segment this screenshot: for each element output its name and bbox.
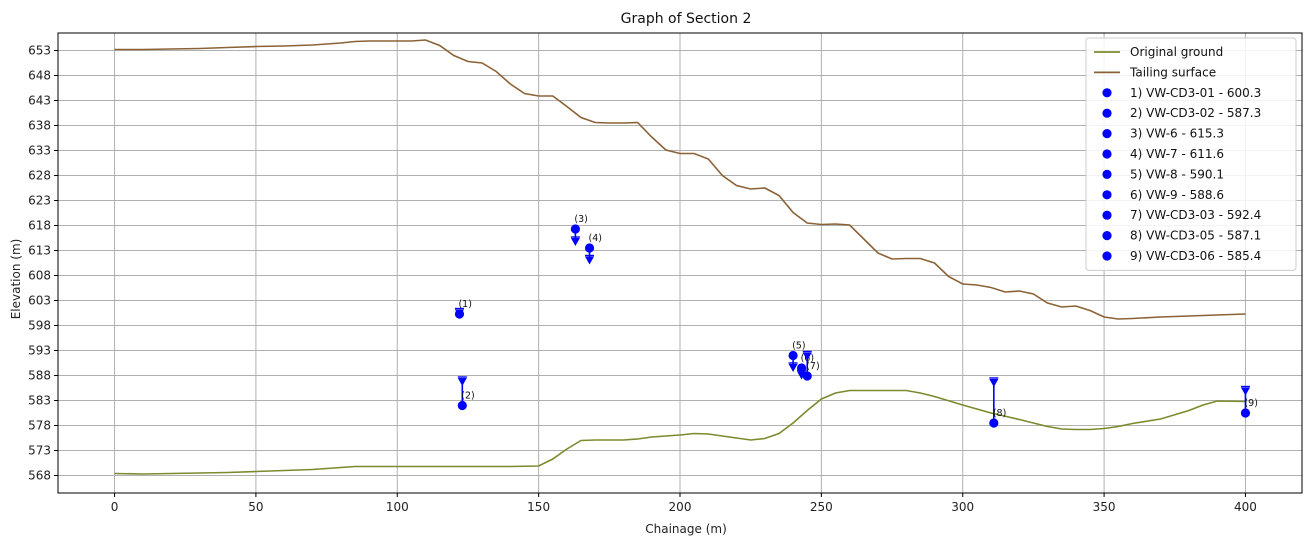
y-tick-label: 628: [28, 169, 51, 183]
x-tick-label: 200: [669, 500, 692, 514]
legend-label: 8) VW-CD3-05 - 587.1: [1130, 229, 1261, 243]
chart-title: Graph of Section 2: [621, 11, 752, 27]
legend-point-swatch: [1102, 129, 1112, 139]
y-tick-label: 578: [28, 419, 51, 433]
x-tick-label: 400: [1234, 500, 1257, 514]
point-annotation: (3): [574, 214, 587, 225]
legend-point-swatch: [1102, 210, 1112, 220]
legend-point-swatch: [1102, 231, 1112, 241]
y-axis-label: Elevation (m): [9, 239, 23, 320]
y-tick-label: 618: [28, 219, 51, 233]
piezometer-point: [1240, 408, 1251, 418]
y-tick-label: 608: [28, 269, 51, 283]
legend-label: 6) VW-9 - 588.6: [1130, 188, 1224, 202]
legend-label: 5) VW-8 - 590.1: [1130, 167, 1224, 181]
point-annotation: (5): [792, 341, 805, 352]
y-tick-label: 603: [28, 294, 51, 308]
water-level-marker: [989, 379, 999, 387]
water-level-marker: [570, 238, 580, 246]
legend: Original ground Tailing surface 1) VW-CD3-…: [1085, 37, 1297, 271]
x-axis-label: Chainage (m): [645, 522, 727, 536]
legend-label: 1) VW-CD3-01 - 600.3: [1130, 86, 1261, 100]
water-level-marker: [585, 256, 595, 265]
legend-label: 7) VW-CD3-03 - 592.4: [1130, 208, 1261, 222]
legend-label: 9) VW-CD3-06 - 585.4: [1130, 249, 1261, 263]
x-tick-label: 0: [111, 500, 119, 514]
y-tick-label: 598: [28, 319, 51, 333]
legend-point-swatch: [1102, 169, 1112, 179]
water-level-marker: [788, 364, 798, 372]
y-tick-label: 648: [28, 69, 51, 83]
y-tick-label: 653: [28, 44, 51, 58]
water-level-marker: [457, 378, 467, 386]
y-tick-label: 573: [28, 444, 51, 458]
piezometer-point: [796, 363, 807, 373]
point-annotation: (2): [461, 391, 474, 402]
series-layer: [114, 39, 1246, 475]
legend-box: [1085, 37, 1297, 271]
x-tick-label: 150: [527, 500, 550, 514]
legend-point-swatch: [1102, 88, 1112, 98]
piezometer-point: [570, 224, 580, 234]
water-level-marker: [802, 352, 812, 361]
point-annotation: (7): [806, 361, 819, 372]
x-tick-label: 350: [1093, 500, 1116, 514]
legend-label: Tailing surface: [1129, 65, 1216, 79]
legend-label: 3) VW-6 - 615.3: [1130, 127, 1224, 141]
y-tick-label: 568: [28, 469, 51, 483]
tailing-surface-line: [114, 39, 1246, 320]
legend-label: Original ground: [1130, 45, 1223, 59]
point-annotation: (8): [993, 408, 1006, 419]
x-tick-label: 50: [248, 500, 263, 514]
legend-label: 2) VW-CD3-02 - 587.3: [1130, 106, 1261, 120]
piezometer-point: [454, 309, 465, 319]
legend-point-swatch: [1102, 108, 1112, 118]
point-annotation: (4): [589, 233, 602, 244]
piezometer-point: [788, 350, 798, 361]
point-annotation: (9): [1244, 398, 1257, 409]
piezometer-point: [584, 243, 595, 253]
y-tick-label: 613: [28, 244, 51, 258]
y-tick-label: 633: [28, 144, 51, 158]
y-tick-label: 593: [28, 344, 51, 358]
ticks: 0 50 100 150 200 250 300 350 400 568 573 578 583 588 5…: [28, 44, 1257, 515]
point-annotation: (1): [458, 299, 471, 310]
original-ground-line: [114, 389, 1246, 475]
y-tick-label: 643: [28, 94, 51, 108]
y-tick-label: 638: [28, 119, 51, 133]
water-level-marker: [1240, 387, 1250, 396]
legend-point-swatch: [1102, 149, 1112, 159]
legend-point-swatch: [1102, 251, 1112, 261]
x-tick-label: 250: [810, 500, 833, 514]
piezometer-point: [802, 371, 812, 381]
x-tick-label: 300: [951, 500, 974, 514]
y-tick-label: 623: [28, 194, 51, 208]
x-tick-label: 100: [386, 500, 409, 514]
legend-point-swatch: [1102, 190, 1112, 200]
legend-label: 4) VW-7 - 611.6: [1130, 147, 1224, 161]
y-tick-label: 588: [28, 369, 51, 383]
y-tick-label: 583: [28, 394, 51, 408]
points-layer: (1)(2)(3)(4)(5)(6)(7)(8)(9): [454, 214, 1258, 428]
piezometer-point: [989, 418, 999, 428]
piezometer-point: [457, 400, 467, 411]
